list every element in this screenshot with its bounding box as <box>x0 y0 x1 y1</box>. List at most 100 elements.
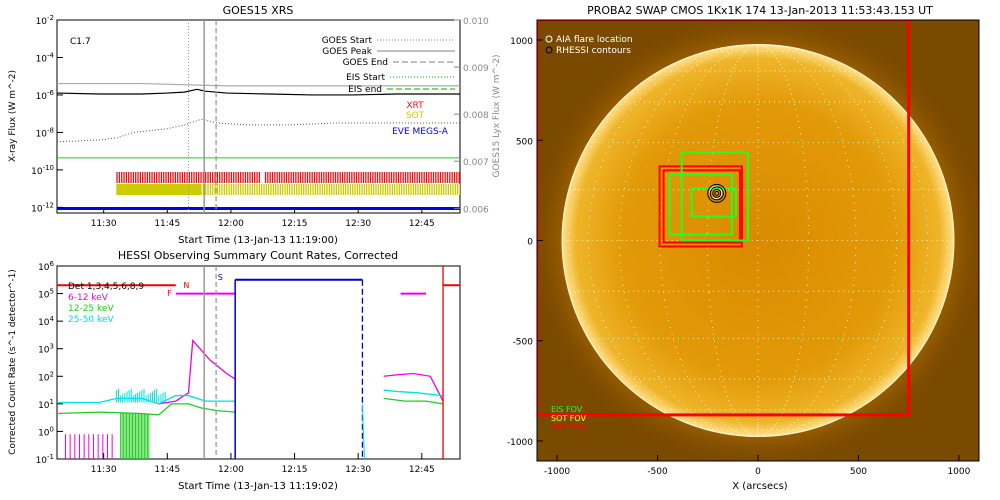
grid-dot <box>757 67 759 69</box>
band-tick-sot <box>209 184 212 195</box>
grid-dot <box>736 46 738 48</box>
grid-dot <box>829 70 831 72</box>
hessi-series-5 <box>383 389 444 397</box>
grid-dot <box>571 277 573 279</box>
grid-dot <box>706 426 708 428</box>
grid-dot <box>669 409 671 411</box>
grid-dot <box>823 412 825 414</box>
grid-dot <box>694 58 696 60</box>
grid-dot <box>729 70 731 72</box>
grid-dot <box>637 391 639 393</box>
grid-dot <box>877 337 879 339</box>
grid-dot <box>865 391 867 393</box>
band-tick-sot <box>258 184 261 195</box>
grid-dot <box>803 189 805 191</box>
grid-dot <box>597 337 599 339</box>
grid-dot <box>712 337 714 339</box>
grid-dot <box>718 290 720 292</box>
grid-dot <box>675 346 677 348</box>
grid-dot <box>753 101 756 103</box>
grid-dot <box>593 187 595 190</box>
grid-dot <box>757 166 759 168</box>
band-tick-xrt <box>449 172 451 183</box>
grid-dot <box>653 189 655 191</box>
hessi-series-4 <box>57 394 236 405</box>
grid-dot <box>895 254 897 257</box>
grid-dot <box>789 47 791 49</box>
grid-dot <box>736 45 738 47</box>
grid-dot <box>757 434 759 436</box>
grid-dot <box>742 45 744 47</box>
grid-dot <box>823 189 825 191</box>
grid-dot <box>700 55 702 57</box>
grid-dot <box>693 378 696 380</box>
band-sot-dense <box>116 184 202 195</box>
grid-dot <box>667 337 669 339</box>
swap-y-tick-label: -500 <box>513 338 534 348</box>
band-tick-sot <box>373 184 375 195</box>
grid-dot <box>664 409 666 411</box>
grid-dot <box>897 142 899 144</box>
grid-dot <box>598 290 600 292</box>
grid-dot <box>620 209 622 212</box>
grid-dot <box>635 376 637 378</box>
grid-dot <box>707 269 709 272</box>
grid-dot <box>822 386 824 388</box>
grid-dot <box>710 313 712 315</box>
grid-dot <box>757 55 759 57</box>
grid-dot <box>893 376 895 378</box>
hessi-panel: HESSI Observing Summary Count Rates, Cor… <box>8 249 461 492</box>
grid-dot <box>689 381 691 383</box>
band-tick-sot <box>317 184 319 195</box>
grid-dot <box>808 378 811 380</box>
grid-dot <box>883 378 886 380</box>
hessi-y-tick-label: 10-1 <box>36 453 54 466</box>
grid-dot <box>684 109 686 111</box>
grid-dot <box>771 429 773 431</box>
band-tick-sot <box>422 184 424 195</box>
grid-dot <box>618 189 620 191</box>
grid-dot <box>850 180 852 182</box>
grid-dot <box>669 327 671 329</box>
grid-dot <box>687 337 689 339</box>
grid-dot <box>863 189 865 191</box>
grid-dot <box>648 101 651 103</box>
band-tick-sot <box>450 184 452 195</box>
grid-dot <box>943 189 945 191</box>
grid-dot <box>771 239 773 242</box>
grid-dot <box>591 146 593 148</box>
grid-dot <box>659 70 661 72</box>
band-tick-sot <box>261 184 263 195</box>
band-tick-xrt <box>393 172 395 183</box>
grid-dot <box>732 337 734 339</box>
grid-dot <box>731 432 733 434</box>
grid-dot <box>903 364 905 366</box>
hessi-x-tick-label: 12:45 <box>409 465 435 475</box>
grid-dot <box>928 189 930 191</box>
grid-dot <box>706 58 708 60</box>
grid-dot <box>757 418 759 421</box>
band-tick-xrt <box>334 172 337 183</box>
grid-dot <box>757 277 759 279</box>
grid-dot <box>828 189 830 191</box>
grid-dot <box>611 139 613 141</box>
grid-dot <box>786 53 788 55</box>
grid-dot <box>807 254 810 257</box>
grid-dot <box>636 239 638 242</box>
grid-dot <box>848 290 850 292</box>
grid-dot <box>912 142 914 144</box>
grid-dot <box>801 428 804 431</box>
grid-dot <box>871 239 873 242</box>
grid-dot <box>789 391 791 393</box>
band-tick-sot <box>228 184 230 195</box>
grid-dot <box>903 189 905 191</box>
grid-dot <box>770 428 772 431</box>
grid-dot <box>852 284 854 286</box>
grid-dot <box>704 75 706 77</box>
grid-dot <box>925 209 927 212</box>
grid-dot <box>723 378 726 380</box>
grid-dot <box>611 340 613 342</box>
grid-dot <box>788 395 790 398</box>
grid-dot <box>720 103 723 105</box>
grid-dot <box>657 142 659 144</box>
